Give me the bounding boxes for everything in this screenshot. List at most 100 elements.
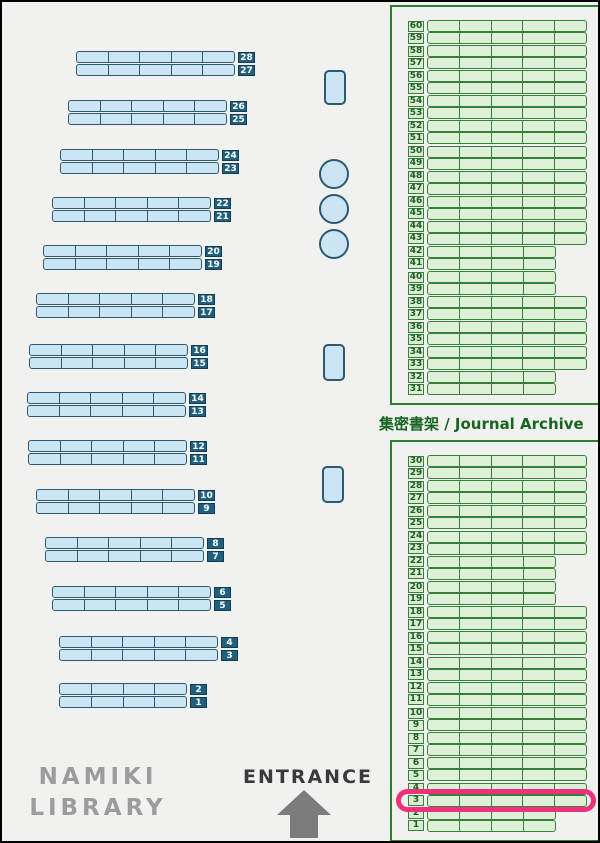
- journal-shelf-47[interactable]: 47: [408, 182, 587, 195]
- journal-shelf-26[interactable]: 26: [408, 505, 587, 518]
- journal-shelf-13[interactable]: 13: [408, 668, 587, 681]
- journal-shelf-21[interactable]: 21: [408, 567, 556, 580]
- journal-shelf-18[interactable]: 18: [408, 606, 587, 619]
- journal-shelf-25[interactable]: 25: [408, 517, 587, 530]
- reading-shelf-20[interactable]: 20: [43, 245, 222, 257]
- journal-shelf-5[interactable]: 5: [408, 769, 587, 782]
- journal-shelf-60[interactable]: 60: [408, 20, 587, 32]
- journal-shelf-44[interactable]: 44: [408, 220, 587, 233]
- journal-shelf-22[interactable]: 22: [408, 555, 556, 568]
- journal-shelf-52[interactable]: 52: [408, 120, 587, 133]
- journal-shelf-11[interactable]: 11: [408, 693, 587, 706]
- reading-shelf-5[interactable]: 5: [52, 599, 231, 611]
- shelf-segment: [109, 52, 141, 62]
- journal-shelf-59[interactable]: 59: [408, 32, 587, 44]
- shelf-bar: [45, 537, 204, 549]
- journal-shelf-29[interactable]: 29: [408, 467, 587, 479]
- reading-shelf-24[interactable]: 24: [60, 149, 239, 161]
- reading-shelf-23[interactable]: 23: [60, 162, 239, 174]
- journal-shelf-27[interactable]: 27: [408, 492, 587, 505]
- journal-shelf-37[interactable]: 37: [408, 308, 587, 321]
- journal-shelf-14[interactable]: 14: [408, 656, 587, 669]
- reading-shelf-1[interactable]: 1: [59, 696, 207, 708]
- journal-shelf-33[interactable]: 33: [408, 358, 587, 371]
- journal-shelf-35[interactable]: 35: [408, 333, 587, 346]
- reading-shelf-3[interactable]: 3: [59, 649, 238, 661]
- journal-shelf-28[interactable]: 28: [408, 480, 587, 493]
- reading-shelf-7[interactable]: 7: [45, 550, 224, 562]
- shelf-bar: [427, 593, 556, 605]
- journal-shelf-3[interactable]: 3: [408, 794, 587, 807]
- journal-shelf-42[interactable]: 42: [408, 245, 556, 258]
- journal-shelf-56[interactable]: 56: [408, 70, 587, 83]
- reading-shelf-8[interactable]: 8: [45, 537, 224, 549]
- reading-shelf-11[interactable]: 11: [28, 453, 207, 465]
- journal-shelf-10[interactable]: 10: [408, 707, 587, 719]
- journal-shelf-15[interactable]: 15: [408, 643, 587, 656]
- journal-shelf-57[interactable]: 57: [408, 57, 587, 70]
- shelf-number: 9: [198, 502, 215, 514]
- reading-shelf-10[interactable]: 10: [36, 489, 215, 501]
- journal-shelf-53[interactable]: 53: [408, 107, 587, 120]
- journal-shelf-36[interactable]: 36: [408, 321, 587, 334]
- reading-shelf-21[interactable]: 21: [52, 210, 231, 222]
- journal-shelf-55[interactable]: 55: [408, 82, 587, 95]
- journal-shelf-17[interactable]: 17: [408, 618, 587, 631]
- reading-shelf-17[interactable]: 17: [36, 306, 215, 318]
- journal-shelf-12[interactable]: 12: [408, 681, 587, 694]
- reading-shelf-13[interactable]: 13: [27, 405, 206, 417]
- shelf-segment: [492, 121, 524, 132]
- reading-shelf-2[interactable]: 2: [59, 683, 207, 695]
- shelf-segment: [460, 568, 492, 579]
- reading-shelf-28[interactable]: 28: [76, 51, 255, 63]
- journal-shelf-58[interactable]: 58: [408, 45, 587, 58]
- journal-shelf-31[interactable]: 31: [408, 383, 556, 396]
- journal-shelf-49[interactable]: 49: [408, 157, 587, 170]
- journal-shelf-43[interactable]: 43: [408, 232, 587, 245]
- reading-shelf-18[interactable]: 18: [36, 293, 215, 305]
- reading-shelf-22[interactable]: 22: [52, 197, 231, 209]
- reading-shelf-26[interactable]: 26: [68, 100, 247, 112]
- journal-shelf-8[interactable]: 8: [408, 732, 587, 745]
- reading-shelf-25[interactable]: 25: [68, 113, 247, 125]
- reading-shelf-27[interactable]: 27: [76, 64, 255, 76]
- shelf-number: 7: [207, 550, 224, 562]
- journal-shelf-39[interactable]: 39: [408, 283, 556, 295]
- reading-shelf-4[interactable]: 4: [59, 636, 238, 648]
- journal-shelf-20[interactable]: 20: [408, 581, 556, 593]
- reading-shelf-12[interactable]: 12: [28, 440, 207, 452]
- journal-shelf-1[interactable]: 1: [408, 819, 556, 832]
- reading-shelf-16[interactable]: 16: [29, 344, 208, 356]
- journal-shelf-7[interactable]: 7: [408, 744, 587, 757]
- journal-shelf-19[interactable]: 19: [408, 593, 556, 605]
- journal-shelf-6[interactable]: 6: [408, 757, 587, 770]
- journal-shelf-24[interactable]: 24: [408, 530, 587, 543]
- shelf-bar: [427, 271, 556, 283]
- reading-shelf-14[interactable]: 14: [27, 392, 206, 404]
- journal-shelf-48[interactable]: 48: [408, 170, 587, 183]
- reading-shelf-19[interactable]: 19: [43, 258, 222, 270]
- journal-shelf-46[interactable]: 46: [408, 195, 587, 208]
- journal-shelf-32[interactable]: 32: [408, 371, 556, 384]
- shelf-segment: [428, 108, 460, 119]
- journal-shelf-34[interactable]: 34: [408, 346, 587, 359]
- journal-shelf-41[interactable]: 41: [408, 257, 556, 270]
- journal-shelf-30[interactable]: 30: [408, 455, 587, 467]
- reading-shelf-15[interactable]: 15: [29, 357, 208, 369]
- journal-shelf-51[interactable]: 51: [408, 132, 587, 145]
- journal-shelf-40[interactable]: 40: [408, 271, 556, 283]
- shelf-number: 25: [408, 517, 424, 529]
- journal-shelf-50[interactable]: 50: [408, 145, 587, 158]
- shelf-segment: [460, 669, 492, 680]
- journal-shelf-16[interactable]: 16: [408, 631, 587, 644]
- shelf-segment: [460, 456, 492, 466]
- journal-shelf-54[interactable]: 54: [408, 95, 587, 108]
- shelf-bar: [427, 207, 587, 220]
- shelf-segment: [460, 518, 492, 529]
- reading-shelf-6[interactable]: 6: [52, 586, 231, 598]
- reading-shelf-9[interactable]: 9: [36, 502, 215, 514]
- journal-shelf-23[interactable]: 23: [408, 542, 587, 555]
- journal-shelf-45[interactable]: 45: [408, 207, 587, 220]
- journal-shelf-9[interactable]: 9: [408, 719, 587, 731]
- journal-shelf-38[interactable]: 38: [408, 296, 587, 309]
